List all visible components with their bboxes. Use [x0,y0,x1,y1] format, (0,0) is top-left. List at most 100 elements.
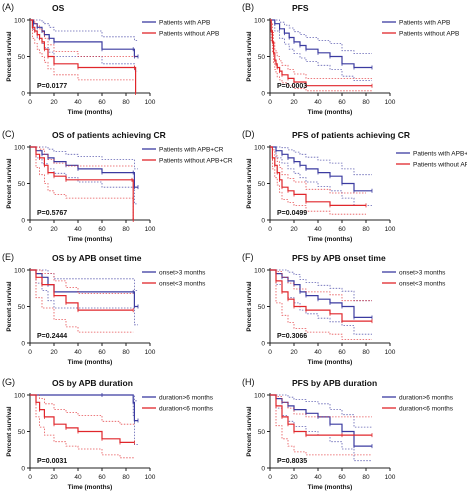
y-tick-label: 0 [21,218,25,225]
x-tick-label: 40 [74,226,82,233]
x-axis-label: Time (months) [68,236,113,243]
y-tick-label: 100 [254,393,265,400]
x-tick-label: 40 [314,99,322,106]
y-tick-label: 100 [254,268,265,275]
ci-upper-line [270,19,372,54]
x-tick-label: 0 [268,226,272,233]
ci-lower-line [270,19,372,81]
x-tick-label: 80 [362,349,370,356]
ci-upper-line [270,19,372,79]
panel-label: (H) [242,377,255,387]
x-tick-label: 100 [145,226,156,233]
ci-upper-line [270,269,372,302]
ci-upper-line [270,394,372,428]
legend-label: onset<3 months [399,281,446,288]
y-axis-label: Percent survival [246,281,253,331]
y-tick-label: 50 [18,304,26,311]
x-axis-label: Time (months) [308,484,353,491]
x-tick-label: 60 [98,99,106,106]
ci-lower-line [270,146,372,206]
panel-label: (B) [242,2,254,12]
y-tick-label: 0 [21,91,25,98]
ci-upper-line [30,269,134,294]
ci-lower-line [270,394,372,456]
p-value: P=0.8035 [277,458,307,465]
y-tick-label: 100 [14,18,25,25]
p-value: P=0.0031 [37,458,67,465]
y-axis-label: Percent survival [246,406,253,456]
ci-lower-line [30,146,138,205]
y-tick-label: 50 [18,54,26,61]
ci-upper-line [30,19,138,41]
legend-label: Patients with APB+CR [159,147,224,154]
legend-label: Patients without APB+CR [413,162,467,169]
chart-panel: (E) OS by APB onset time 0 50 100 0 20 40 60 80 10… [2,252,206,366]
y-tick-label: 100 [14,145,25,152]
x-tick-label: 20 [50,226,58,233]
legend-label: Patients with APB [159,20,210,27]
x-axis-label: Time (months) [308,359,353,366]
x-tick-label: 60 [98,474,106,481]
x-axis-label: Time (months) [68,484,113,491]
y-tick-label: 100 [254,18,265,25]
ci-upper-line [30,146,134,167]
y-axis-label: Percent survival [6,406,13,456]
y-axis-label: Percent survival [246,31,253,81]
legend-label: duration>6 months [399,395,454,402]
legend-label: duration>6 months [159,395,214,402]
chart-panel: (A) OS 0 50 100 0 20 40 60 80 100 Time (months) Perc… [2,2,219,116]
chart-panel: (F) PFS by APB onset time 0 50 100 0 20 40 60 80 1… [242,252,446,366]
x-tick-label: 20 [50,474,58,481]
x-tick-label: 60 [338,226,346,233]
ci-upper-line [270,146,366,194]
x-tick-label: 20 [290,474,298,481]
ci-lower-line [30,269,134,333]
x-tick-label: 20 [290,349,298,356]
x-tick-label: 0 [268,99,272,106]
ci-upper-line [30,269,138,291]
legend-label: onset>3 months [399,270,446,277]
p-value: P=0.3066 [277,333,307,340]
y-axis-label: Percent survival [6,281,13,331]
x-tick-label: 80 [122,474,130,481]
chart-panel: (H) PFS by APB duration 0 50 100 0 20 40 60 80 100… [242,377,454,491]
panel-label: (C) [2,129,15,139]
p-value: P=0.5767 [37,210,67,217]
y-tick-label: 0 [261,341,265,348]
legend-label: Patients without APB [399,31,459,38]
x-tick-label: 20 [290,226,298,233]
x-tick-label: 40 [314,474,322,481]
survival-curve [30,394,135,443]
y-tick-label: 100 [254,145,265,152]
chart-panel: (D) PFS of patients achieving CR 0 50 100 0 20… [242,129,467,243]
x-tick-label: 100 [385,349,396,356]
x-tick-label: 40 [314,226,322,233]
survival-curve [30,269,138,308]
x-axis-label: Time (months) [308,109,353,116]
ci-lower-line [30,19,138,72]
chart-title: OS by APB onset time [52,253,142,263]
legend-label: Patients without APB+CR [159,158,233,165]
x-axis-label: Time (months) [68,359,113,366]
x-tick-label: 100 [145,99,156,106]
y-tick-label: 50 [18,429,26,436]
x-tick-label: 80 [122,99,130,106]
x-tick-label: 100 [385,226,396,233]
survival-curve [30,146,138,188]
x-tick-label: 100 [385,99,396,106]
x-tick-label: 40 [74,99,82,106]
chart-panel: (B) PFS 0 50 100 0 20 40 60 80 100 Time (months) Per… [242,2,459,116]
chart-panel: (C) OS of patients achieving CR 0 50 100 0 20 4… [2,129,233,243]
y-tick-label: 0 [261,466,265,473]
legend-label: onset>3 months [159,270,206,277]
panel-label: (F) [242,252,254,262]
ci-lower-line [270,146,366,215]
y-axis-label: Percent survival [6,31,13,81]
ci-upper-line [30,394,135,425]
y-tick-label: 0 [261,218,265,225]
ci-upper-line [30,394,138,402]
x-tick-label: 100 [145,474,156,481]
ci-upper-line [30,146,138,170]
ci-lower-line [270,394,372,462]
